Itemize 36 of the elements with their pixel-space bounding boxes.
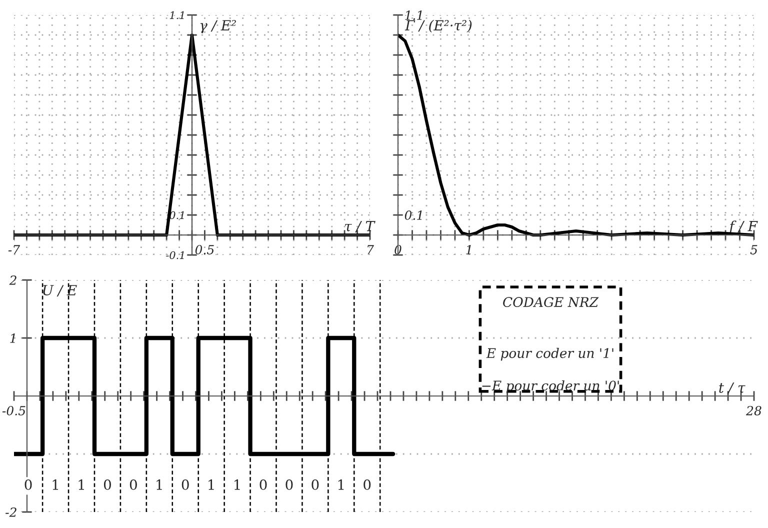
y-tick-label: 2 (9, 275, 16, 285)
y-tick-label: -2 (6, 507, 16, 517)
y-tick-label: 1.1 (405, 10, 422, 20)
x-axis-title: t / τ (719, 382, 746, 394)
annotation: 0 (312, 479, 319, 490)
annotation: 1 (156, 479, 162, 490)
annotation: 0 (364, 479, 371, 490)
annotation: E pour coder un '1' (486, 348, 614, 361)
x-tick-label: 5 (750, 245, 758, 254)
annotation: 0 (104, 479, 111, 490)
x-tick-label: -0.5 (2, 406, 26, 416)
annotation: 0 (130, 479, 137, 490)
y-tick-label: 1.1 (170, 11, 184, 20)
annotation: −E pour coder un '0' (482, 380, 619, 394)
annotation: 0 (24, 479, 32, 490)
annotation: 1 (78, 479, 84, 490)
annotation: 1 (338, 479, 344, 490)
annotation: 0 (286, 479, 293, 490)
x-axis-title: τ / T (345, 221, 376, 232)
y-tick-label: 1 (10, 333, 15, 343)
annotation: CODAGE NRZ (503, 297, 599, 308)
y-axis-title: U / E (43, 285, 77, 296)
x-tick-label: 7 (368, 245, 374, 254)
x-tick-label: 28 (746, 406, 762, 416)
x-tick-label: 0.5 (195, 244, 214, 254)
annotation: 1 (208, 479, 214, 490)
x-tick-label: 1 (466, 244, 471, 254)
annotation: 1 (234, 479, 240, 490)
annotation: 0 (260, 479, 267, 490)
y-axis-title: γ / E² (200, 20, 236, 34)
x-tick-label: -7 (8, 245, 20, 254)
y-tick-label: 0.1 (404, 210, 422, 220)
y-tick-label: -0.1 (166, 251, 184, 260)
y-axis-title: Γ / (E²·τ²) (404, 20, 472, 33)
annotation: 1 (52, 479, 58, 490)
annotation: 0 (182, 479, 189, 490)
